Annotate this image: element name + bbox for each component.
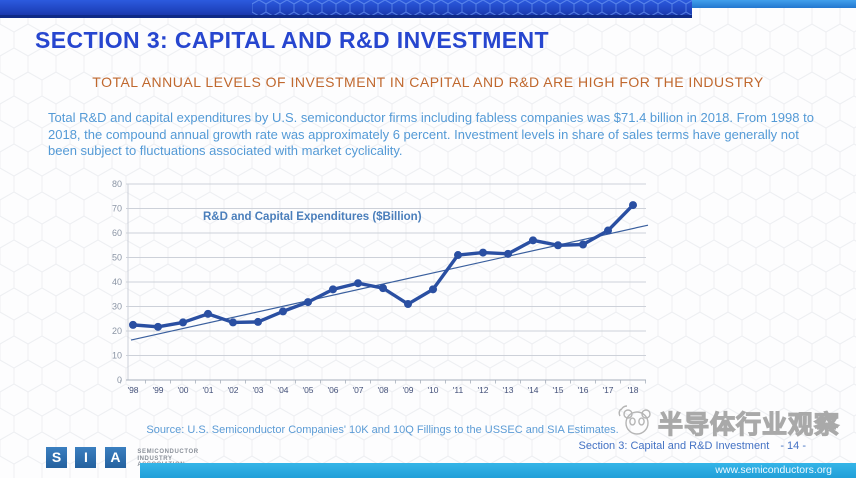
svg-text:70: 70 [112, 204, 122, 214]
svg-text:'05: '05 [302, 385, 313, 395]
svg-text:'98: '98 [127, 385, 138, 395]
svg-text:'00: '00 [177, 385, 188, 395]
svg-text:'04: '04 [277, 385, 288, 395]
top-banner-hexagon-pattern [252, 0, 692, 15]
watermark: 半导体行业观察 [618, 402, 848, 440]
rd-capex-line-chart: 0 10 20 30 40 50 60 70 80 '98 '99 '00 '01 '02 '03 '04 '0… [112, 179, 649, 395]
svg-text:50: 50 [112, 253, 122, 263]
watermark-panda-icon [618, 405, 651, 435]
source-note: Source: U.S. Semiconductor Companies' 10… [146, 424, 619, 436]
footer-section-label: Section 3: Capital and R&D Investment [578, 440, 770, 452]
svg-text:'99: '99 [152, 385, 163, 395]
top-banner-bar [0, 0, 692, 18]
footer-section-note: Section 3: Capital and R&D Investment - … [578, 440, 806, 452]
svg-text:'15: '15 [552, 385, 563, 395]
top-banner-accent-bar [692, 0, 856, 8]
slide-subtitle: TOTAL ANNUAL LEVELS OF INVESTMENT IN CAP… [92, 74, 764, 90]
svg-text:'17: '17 [602, 385, 613, 395]
svg-text:'06: '06 [327, 385, 338, 395]
sia-logo-letter-i: I [75, 447, 97, 468]
footer-page-number: - 14 - [780, 440, 806, 452]
svg-text:'18: '18 [627, 385, 638, 395]
svg-text:R&D and Capital Expenditures (: R&D and Capital Expenditures ($Billion) [203, 211, 422, 223]
svg-text:'09: '09 [402, 385, 413, 395]
website-link[interactable]: www.semiconductors.org [715, 464, 832, 476]
sia-org-line-1: SEMICONDUCTOR [137, 449, 199, 455]
svg-text:20: 20 [112, 326, 122, 336]
svg-text:'11: '11 [453, 385, 464, 395]
svg-text:'08: '08 [377, 385, 388, 395]
svg-text:40: 40 [112, 277, 122, 287]
sia-org-line-2: INDUSTRY [137, 455, 173, 462]
svg-text:0: 0 [117, 375, 122, 385]
bottom-bar: www.semiconductors.org [140, 463, 856, 478]
body-paragraph: Total R&D and capital expenditures by U.… [48, 110, 814, 158]
svg-text:'13: '13 [502, 385, 513, 395]
svg-text:'16: '16 [577, 385, 588, 395]
slide-title: SECTION 3: CAPITAL AND R&D INVESTMENT [35, 27, 550, 53]
svg-text:'14: '14 [527, 385, 538, 395]
svg-text:'02: '02 [227, 385, 238, 395]
svg-text:10: 10 [112, 351, 122, 361]
watermark-text: 半导体行业观察 [657, 410, 841, 439]
svg-text:80: 80 [112, 179, 122, 189]
svg-text:'03: '03 [252, 385, 263, 395]
svg-text:'07: '07 [352, 385, 363, 395]
svg-text:'10: '10 [427, 385, 438, 395]
sia-logo-letter-a: A [104, 447, 126, 468]
svg-text:'12: '12 [477, 385, 488, 395]
svg-text:'01: '01 [202, 385, 213, 395]
sia-logo-letter-s: S [46, 447, 67, 468]
svg-text:60: 60 [112, 228, 122, 238]
svg-text:30: 30 [112, 302, 122, 312]
